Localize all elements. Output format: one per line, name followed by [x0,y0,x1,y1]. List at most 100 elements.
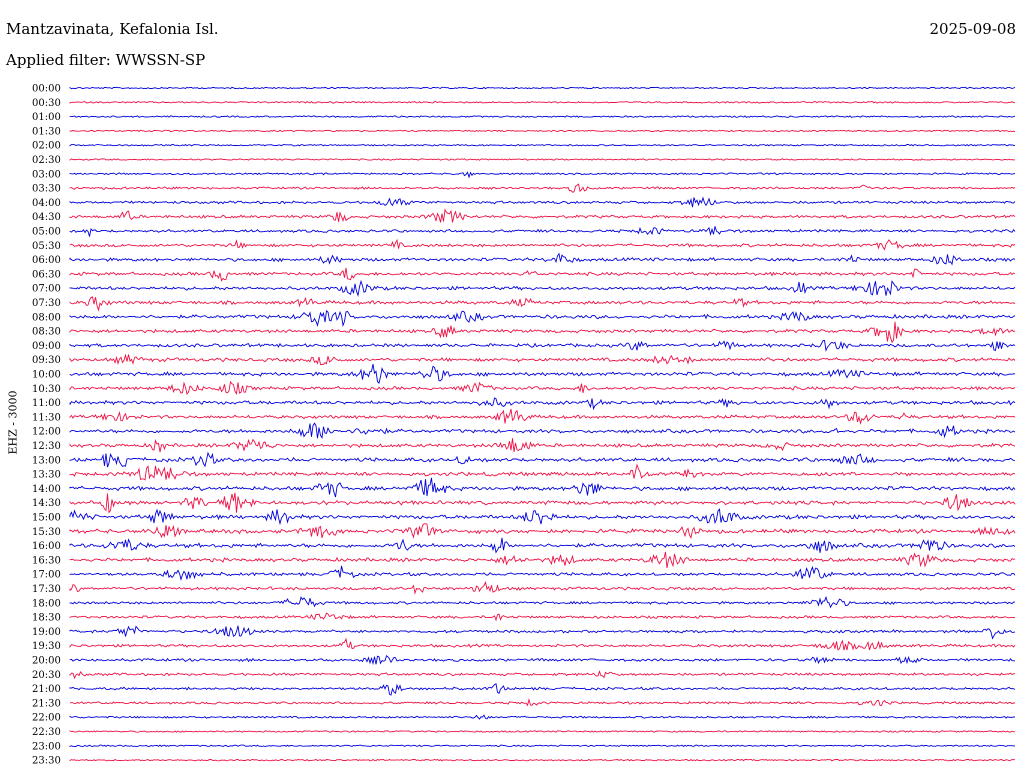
trace-line [69,655,1016,666]
trace-line [69,321,1016,344]
trace-line [69,758,1015,762]
time-tick-label: 22:00 [32,713,61,724]
time-tick-label: 05:00 [32,227,61,238]
trace-line [69,397,1016,411]
trace-line [69,364,1016,384]
trace-line [69,296,1016,312]
trace-line [69,129,1016,133]
time-tick-label: 10:00 [32,370,61,381]
time-tick-label: 06:30 [32,269,61,280]
time-tick-label: 16:00 [32,541,61,552]
trace-line [69,523,1016,539]
time-tick-label: 04:00 [32,198,61,209]
time-tick-label: 00:00 [32,84,61,95]
time-tick-label: 19:00 [32,627,61,638]
trace-line [69,451,1016,468]
trace-line [69,477,1016,498]
trace-line [69,744,1016,748]
time-tick-label: 18:00 [32,598,61,609]
trace-line [69,115,1016,118]
time-tick-label: 17:30 [32,584,61,595]
time-tick-label: 20:30 [32,670,61,681]
time-tick-label: 23:30 [32,756,61,767]
trace-line [69,279,1016,298]
trace-line [69,183,1016,193]
trace-line [69,208,1016,223]
time-tick-label: 01:00 [32,112,61,123]
trace-line [69,422,1016,439]
trace-line [69,670,1016,680]
time-tick-label: 07:30 [32,298,61,309]
time-tick-label: 15:30 [32,527,61,538]
trace-line [69,226,1016,237]
time-tick-label: 06:00 [32,255,61,266]
time-tick-label: 16:30 [32,555,61,566]
time-tick-label: 22:30 [32,727,61,738]
time-tick-label: 17:00 [32,570,61,581]
time-tick-label: 05:30 [32,241,61,252]
trace-line [69,565,1016,582]
filter-label: Applied filter: WWSSN-SP [6,51,206,69]
station-title: Mantzavinata, Kefalonia Isl. [6,20,219,38]
time-tick-label: 21:30 [32,698,61,709]
trace-line [69,238,1016,251]
date-label: 2025-09-08 [929,20,1016,38]
trace-line [69,353,1016,366]
trace-line [69,86,1016,90]
time-tick-label: 23:00 [32,741,61,752]
trace-line [69,581,1016,595]
time-tick-label: 14:00 [32,484,61,495]
time-tick-label: 00:30 [32,98,61,109]
trace-line [69,714,1015,720]
time-tick-label: 11:00 [32,398,61,409]
time-tick-label: 07:00 [32,284,61,295]
trace-line [69,508,1016,526]
time-tick-label: 04:30 [32,212,61,223]
time-tick-label: 12:00 [32,427,61,438]
time-tick-label: 02:00 [32,141,61,152]
time-tick-label: 13:30 [32,470,61,481]
time-tick-label: 10:30 [32,384,61,395]
trace-line [69,637,1016,651]
trace-line [69,380,1016,396]
trace-line [69,310,1016,328]
trace-line [69,730,1016,733]
time-tick-label: 03:30 [32,184,61,195]
time-tick-label: 12:30 [32,441,61,452]
trace-line [69,252,1016,266]
trace-line [69,408,1016,425]
trace-line [69,698,1016,707]
time-tick-label: 18:30 [32,613,61,624]
time-tick-label: 02:30 [32,155,61,166]
time-tick-label: 14:30 [32,498,61,509]
trace-line [69,492,1016,514]
trace-line [69,100,1016,104]
trace-line [69,267,1016,282]
trace-line [69,537,1016,554]
time-tick-label: 13:00 [32,455,61,466]
trace-line [69,158,1016,161]
time-tick-label: 11:30 [32,412,61,423]
time-tick-label: 01:30 [32,126,61,137]
trace-line [69,595,1015,609]
time-tick-label: 21:00 [32,684,61,695]
trace-line [69,682,1016,696]
trace-line [69,551,1016,568]
trace-line [69,339,1016,352]
trace-line [69,612,1015,622]
time-tick-label: 15:00 [32,513,61,524]
time-tick-label: 20:00 [32,656,61,667]
time-tick-label: 19:30 [32,641,61,652]
time-tick-label: 09:30 [32,355,61,366]
trace-line [69,438,1016,453]
trace-line [69,171,1016,179]
trace-line [69,143,1016,147]
time-tick-label: 08:00 [32,312,61,323]
time-tick-label: 03:00 [32,169,61,180]
trace-line [69,463,1016,481]
trace-line [69,196,1016,208]
time-tick-label: 09:00 [32,341,61,352]
time-tick-label: 08:30 [32,327,61,338]
trace-line [69,625,1016,640]
